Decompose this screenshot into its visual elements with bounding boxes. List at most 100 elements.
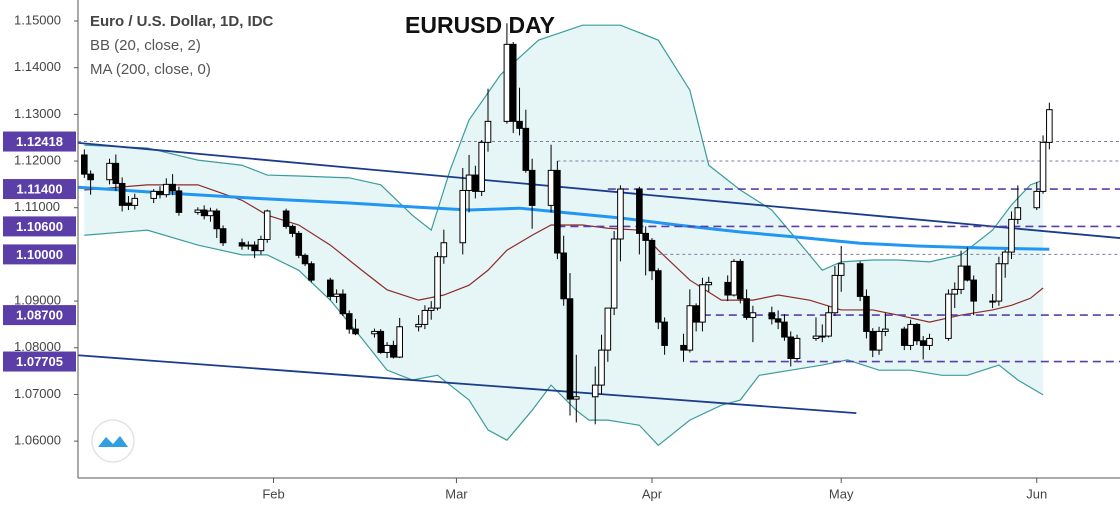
y-tick-label: 1.09000 <box>14 293 61 308</box>
candle-body <box>970 279 977 302</box>
trend-line <box>78 354 857 415</box>
candle-body <box>781 321 788 338</box>
candle-body <box>610 238 618 309</box>
candle-body <box>125 202 132 206</box>
symbol-label: Euro / U.S. Dollar, 1D, IDC <box>90 13 274 30</box>
candle-body <box>705 281 713 286</box>
candle-body <box>648 239 656 272</box>
candle-body <box>882 328 889 332</box>
candle-body <box>818 335 826 338</box>
y-tick-label: 1.07000 <box>14 386 61 401</box>
level-label: 1.10600 <box>16 219 63 234</box>
candle-body <box>680 344 687 351</box>
candle-body <box>440 242 448 258</box>
candle-body <box>194 209 202 213</box>
candle-body <box>509 43 517 122</box>
candle-body <box>118 182 126 206</box>
candle-body <box>913 323 921 342</box>
candle-body <box>345 313 353 330</box>
candle-body <box>339 293 347 315</box>
candle-body <box>484 120 492 143</box>
level-label: 1.11400 <box>16 181 62 196</box>
y-tick-label: 1.13000 <box>14 106 61 121</box>
logo-circle <box>91 419 135 463</box>
candle-body <box>749 312 757 318</box>
logo-mark <box>98 436 128 447</box>
candle-body <box>150 190 157 199</box>
y-tick-label: 1.11000 <box>14 199 60 214</box>
candle-body <box>591 384 599 398</box>
candle-body <box>175 190 183 213</box>
level-label: 1.07705 <box>16 354 63 369</box>
candle-body <box>869 330 877 351</box>
candle-body <box>169 183 176 192</box>
candle-body <box>434 256 441 309</box>
candle-body <box>282 210 290 227</box>
candle-body <box>528 169 536 206</box>
candle-body <box>566 298 574 400</box>
candle-body <box>289 225 296 234</box>
candle-body <box>415 323 422 328</box>
candle-body <box>995 263 1003 302</box>
candle-body <box>257 238 265 252</box>
candle-body <box>875 330 883 351</box>
trend-line <box>78 141 1120 239</box>
candle-body <box>371 330 378 335</box>
candle-body <box>383 344 391 353</box>
candle-body <box>907 323 914 346</box>
candle-body <box>1008 218 1015 253</box>
candle-body <box>251 244 258 252</box>
candle-body <box>787 336 795 359</box>
candle-body <box>863 295 870 332</box>
candle-body <box>825 312 832 337</box>
candle-body <box>661 321 668 346</box>
candle-body <box>472 174 479 192</box>
candle-body <box>699 284 706 323</box>
x-tick-label: Jun <box>1026 486 1047 501</box>
y-tick-label: 1.12000 <box>14 152 61 167</box>
candle-body <box>654 270 662 323</box>
x-tick-label: Feb <box>262 486 284 501</box>
level-label: 1.10000 <box>16 247 63 262</box>
candle-body <box>743 298 750 318</box>
indicator-label: MA (200, close, 0) <box>90 61 211 78</box>
level-box <box>3 244 76 265</box>
candle-body <box>522 127 530 171</box>
candle-body <box>516 120 523 129</box>
candle-body <box>831 274 839 314</box>
candle-body <box>572 396 580 400</box>
candle-body <box>964 265 971 281</box>
level-box <box>3 351 76 372</box>
candle-body <box>238 242 246 247</box>
candle-body <box>730 260 738 296</box>
candle-body <box>377 330 385 353</box>
candle-body <box>1039 141 1047 192</box>
chart-title: EURUSD DAY <box>405 12 555 38</box>
candle-body <box>421 309 429 325</box>
level-box <box>3 179 76 200</box>
indicator-line <box>78 185 1050 251</box>
candle-body <box>812 335 820 339</box>
candle-body <box>459 189 467 244</box>
candle-body <box>112 162 120 184</box>
candle-body <box>1014 207 1022 220</box>
y-tick-label: 1.14000 <box>14 59 61 74</box>
indicator-label: BB (20, close, 2) <box>90 37 201 54</box>
candle-body <box>131 197 139 206</box>
candle-body <box>957 265 965 290</box>
level-label: 1.08700 <box>16 308 63 323</box>
candle-body <box>295 232 303 256</box>
candle-body <box>989 300 996 303</box>
candle-body <box>692 305 700 323</box>
y-tick-label: 1.06000 <box>14 433 61 448</box>
candle-body <box>598 349 605 386</box>
indicator-line <box>84 229 1044 447</box>
axes: 1.06000 1.07000 1.08000 1.09000 1.11000 1.120… <box>3 12 1047 501</box>
candle-body <box>427 307 435 311</box>
candle-body <box>390 344 397 358</box>
candle-body <box>245 244 252 247</box>
candle-body <box>352 328 359 335</box>
level-box <box>3 131 76 152</box>
